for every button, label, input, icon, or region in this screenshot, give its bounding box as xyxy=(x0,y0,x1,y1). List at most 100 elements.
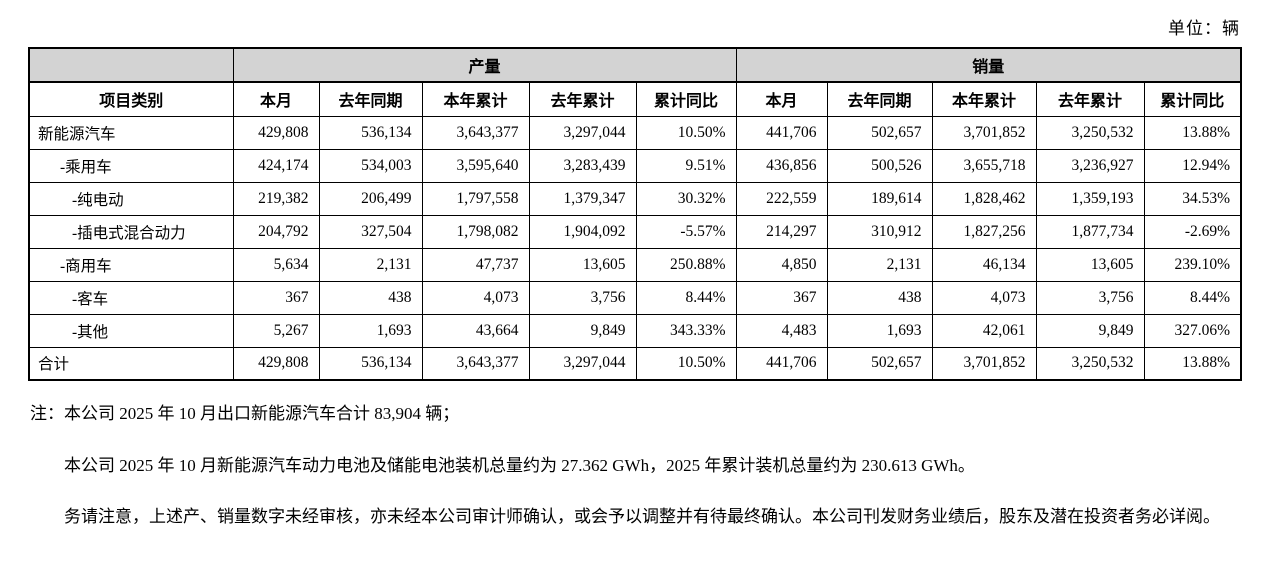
cell-sales-yoy: 13.88% xyxy=(1143,115,1242,150)
cell-sales-last-ytd: 3,250,532 xyxy=(1035,346,1145,381)
group-header-row: 产量 销量 xyxy=(28,47,1242,83)
column-header-prod-month: 本月 xyxy=(232,81,320,117)
cell-prod-ytd: 43,664 xyxy=(421,313,530,348)
cell-sales-month: 441,706 xyxy=(735,115,828,150)
cell-sales-last-ytd: 13,605 xyxy=(1035,247,1145,282)
column-header-sales-last-year-period: 去年同期 xyxy=(826,81,933,117)
note-disclaimer: 务请注意，上述产、销量数字未经审核，亦未经本公司审计师确认，或会予以调整并有待最… xyxy=(64,507,1220,526)
cell-sales-month: 367 xyxy=(735,280,828,315)
cell-prod-last-period: 438 xyxy=(318,280,423,315)
cell-sales-ytd: 3,655,718 xyxy=(931,148,1037,183)
cell-prod-month: 219,382 xyxy=(232,181,320,216)
table-row-bev: -纯电动 219,382 206,499 1,797,558 1,379,347… xyxy=(28,181,1242,216)
cell-sales-ytd: 46,134 xyxy=(931,247,1037,282)
cell-prod-last-ytd: 13,605 xyxy=(528,247,637,282)
cell-prod-last-ytd: 1,379,347 xyxy=(528,181,637,216)
cell-prod-last-period: 536,134 xyxy=(318,115,423,150)
cell-sales-month: 441,706 xyxy=(735,346,828,381)
cell-sales-last-period: 502,657 xyxy=(826,346,933,381)
column-header-sales-month: 本月 xyxy=(735,81,828,117)
group-header-empty xyxy=(28,47,234,83)
column-header-prod-yoy: 累计同比 xyxy=(635,81,737,117)
cell-prod-ytd: 4,073 xyxy=(421,280,530,315)
cell-sales-last-ytd: 1,359,193 xyxy=(1035,181,1145,216)
row-label: -客车 xyxy=(28,280,234,315)
column-header-prod-last-year-period: 去年同期 xyxy=(318,81,423,117)
cell-sales-yoy: -2.69% xyxy=(1143,214,1242,249)
table-row-commercial: -商用车 5,634 2,131 47,737 13,605 250.88% 4… xyxy=(28,247,1242,282)
column-header-category: 项目类别 xyxy=(28,81,234,117)
row-label: 合计 xyxy=(28,346,234,381)
cell-sales-last-period: 310,912 xyxy=(826,214,933,249)
cell-prod-last-ytd: 3,297,044 xyxy=(528,115,637,150)
unit-label: 单位：辆 xyxy=(1168,19,1240,38)
cell-sales-last-period: 500,526 xyxy=(826,148,933,183)
cell-sales-ytd: 42,061 xyxy=(931,313,1037,348)
column-header-prod-last-ytd: 去年累计 xyxy=(528,81,637,117)
cell-prod-last-period: 536,134 xyxy=(318,346,423,381)
cell-prod-yoy: 10.50% xyxy=(635,115,737,150)
group-header-sales: 销量 xyxy=(735,47,1242,83)
cell-prod-last-ytd: 1,904,092 xyxy=(528,214,637,249)
cell-prod-last-period: 534,003 xyxy=(318,148,423,183)
row-label: -其他 xyxy=(28,313,234,348)
row-label: 新能源汽车 xyxy=(28,115,234,150)
column-header-sales-last-ytd: 去年累计 xyxy=(1035,81,1145,117)
cell-sales-month: 4,850 xyxy=(735,247,828,282)
cell-prod-yoy: 9.51% xyxy=(635,148,737,183)
cell-sales-last-period: 189,614 xyxy=(826,181,933,216)
cell-sales-ytd: 4,073 xyxy=(931,280,1037,315)
cell-prod-ytd: 1,797,558 xyxy=(421,181,530,216)
cell-sales-last-ytd: 3,236,927 xyxy=(1035,148,1145,183)
cell-sales-last-ytd: 3,250,532 xyxy=(1035,115,1145,150)
cell-sales-last-period: 2,131 xyxy=(826,247,933,282)
table-row-nev: 新能源汽车 429,808 536,134 3,643,377 3,297,04… xyxy=(28,115,1242,150)
cell-sales-yoy: 327.06% xyxy=(1143,313,1242,348)
cell-sales-yoy: 12.94% xyxy=(1143,148,1242,183)
notes-section: 注：本公司 2025 年 10 月出口新能源汽车合计 83,904 辆； 本公司… xyxy=(28,401,1240,530)
table-row-passenger: -乘用车 424,174 534,003 3,595,640 3,283,439… xyxy=(28,148,1242,183)
cell-prod-ytd: 47,737 xyxy=(421,247,530,282)
row-label: -插电式混合动力 xyxy=(28,214,234,249)
cell-sales-month: 214,297 xyxy=(735,214,828,249)
note-export: 注：本公司 2025 年 10 月出口新能源汽车合计 83,904 辆； xyxy=(30,404,460,423)
cell-prod-ytd: 1,798,082 xyxy=(421,214,530,249)
cell-sales-month: 4,483 xyxy=(735,313,828,348)
production-sales-table: 产量 销量 项目类别 本月 去年同期 本年累计 去年累计 累计同比 本月 去年同… xyxy=(28,47,1243,381)
cell-sales-yoy: 13.88% xyxy=(1143,346,1242,381)
cell-sales-month: 222,559 xyxy=(735,181,828,216)
cell-sales-yoy: 239.10% xyxy=(1143,247,1242,282)
cell-prod-last-ytd: 9,849 xyxy=(528,313,637,348)
cell-prod-last-period: 327,504 xyxy=(318,214,423,249)
cell-sales-last-ytd: 3,756 xyxy=(1035,280,1145,315)
cell-prod-ytd: 3,643,377 xyxy=(421,346,530,381)
cell-prod-yoy: -5.57% xyxy=(635,214,737,249)
table-row-bus: -客车 367 438 4,073 3,756 8.44% 367 438 4,… xyxy=(28,280,1242,315)
cell-prod-month: 429,808 xyxy=(232,115,320,150)
cell-sales-yoy: 34.53% xyxy=(1143,181,1242,216)
cell-sales-last-period: 1,693 xyxy=(826,313,933,348)
cell-sales-ytd: 1,827,256 xyxy=(931,214,1037,249)
row-label: -乘用车 xyxy=(28,148,234,183)
cell-prod-month: 367 xyxy=(232,280,320,315)
cell-prod-month: 5,267 xyxy=(232,313,320,348)
group-header-production: 产量 xyxy=(232,47,737,83)
column-header-sales-ytd: 本年累计 xyxy=(931,81,1037,117)
cell-prod-last-ytd: 3,756 xyxy=(528,280,637,315)
cell-sales-last-ytd: 1,877,734 xyxy=(1035,214,1145,249)
cell-prod-ytd: 3,595,640 xyxy=(421,148,530,183)
note-battery: 本公司 2025 年 10 月新能源汽车动力电池及储能电池装机总量约为 27.3… xyxy=(64,455,975,475)
table-row-phev: -插电式混合动力 204,792 327,504 1,798,082 1,904… xyxy=(28,214,1242,249)
row-label: -纯电动 xyxy=(28,181,234,216)
cell-sales-last-ytd: 9,849 xyxy=(1035,313,1145,348)
cell-prod-month: 204,792 xyxy=(232,214,320,249)
cell-prod-yoy: 343.33% xyxy=(635,313,737,348)
cell-prod-month: 5,634 xyxy=(232,247,320,282)
cell-prod-month: 424,174 xyxy=(232,148,320,183)
cell-prod-yoy: 8.44% xyxy=(635,280,737,315)
cell-sales-ytd: 3,701,852 xyxy=(931,346,1037,381)
column-header-row: 项目类别 本月 去年同期 本年累计 去年累计 累计同比 本月 去年同期 本年累计… xyxy=(28,81,1242,117)
cell-prod-month: 429,808 xyxy=(232,346,320,381)
cell-sales-ytd: 3,701,852 xyxy=(931,115,1037,150)
row-label: -商用车 xyxy=(28,247,234,282)
